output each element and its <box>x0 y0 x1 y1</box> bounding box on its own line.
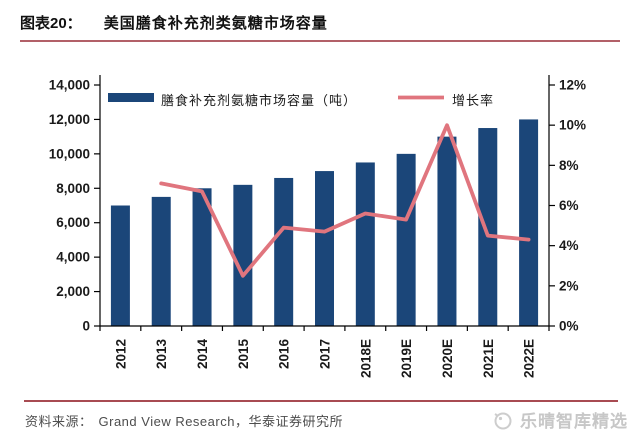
x-axis-label: 2014 <box>195 339 210 370</box>
right-axis-tick-label: 10% <box>559 118 586 133</box>
legend-bar-label: 膳食补充剂氨糖市场容量（吨） <box>161 93 357 108</box>
x-axis-label: 2022E <box>522 339 537 378</box>
bar-2016 <box>274 177 294 326</box>
right-axis-tick-label: 6% <box>559 198 579 213</box>
left-axis-tick-label: 10,000 <box>49 146 90 161</box>
watermark-text: 乐晴智库精选 <box>520 412 628 431</box>
growth-rate-line <box>159 123 531 278</box>
bar-2017 <box>315 171 334 326</box>
source-note: 资料来源： Grand View Research，华泰证券研究所 <box>25 411 343 430</box>
footer-divider <box>24 400 618 402</box>
legend-bar-swatch <box>108 93 154 102</box>
bar-2022E <box>519 119 539 326</box>
left-axis-tick-label: 6,000 <box>56 215 90 230</box>
right-axis-tick-label: 2% <box>559 278 579 293</box>
x-axis-label: 2018E <box>358 339 373 378</box>
bar-2018E <box>355 162 375 326</box>
left-axis-tick-label: 0 <box>82 319 90 334</box>
x-axis-label: 2016 <box>277 339 292 370</box>
title-divider <box>20 40 620 42</box>
right-axis-tick-label: 4% <box>559 238 579 253</box>
source-label: 资料来源： <box>25 414 93 429</box>
bar-2021E <box>478 128 498 326</box>
legend-line-label: 增长率 <box>452 93 494 108</box>
bar-2020E <box>437 136 457 326</box>
bar-2019E <box>396 153 416 326</box>
figure-title: 美国膳食补充剂类氨糖市场容量 <box>103 15 328 32</box>
bar-2012 <box>110 205 130 326</box>
bar-2015 <box>233 184 253 326</box>
x-axis-label: 2013 <box>154 339 169 370</box>
x-axis-label: 2015 <box>236 339 251 370</box>
figure-number-label: 图表20： <box>20 15 82 32</box>
bar-2013 <box>151 196 171 326</box>
left-axis-tick-label: 2,000 <box>56 284 90 299</box>
x-axis-label: 2021E <box>481 339 496 378</box>
watermark: 乐晴智库精选 <box>491 407 628 432</box>
right-axis-tick-label: 8% <box>559 158 579 173</box>
watermark-logo-icon <box>494 412 512 429</box>
x-axis-label: 2020E <box>440 339 455 378</box>
left-axis-tick-label: 14,000 <box>49 78 90 93</box>
source-text: Grand View Research，华泰证券研究所 <box>98 414 343 429</box>
x-axis-label: 2012 <box>113 339 128 369</box>
right-axis-tick-label: 0% <box>559 319 579 334</box>
left-axis-tick-label: 4,000 <box>56 250 90 265</box>
bar-2014 <box>192 188 212 326</box>
left-axis-tick-label: 12,000 <box>49 112 90 127</box>
market-capacity-chart: 0 2,000 4,000 6,000 8,000 10,000 12,000 14,000 0… <box>49 75 586 378</box>
x-axis-label: 2017 <box>318 339 333 369</box>
figure-header: 图表20： 美国膳食补充剂类氨糖市场容量 <box>20 12 328 33</box>
right-axis-tick-label: 12% <box>559 78 586 93</box>
left-axis-tick-label: 8,000 <box>56 181 90 196</box>
x-axis-label: 2019E <box>399 339 414 378</box>
